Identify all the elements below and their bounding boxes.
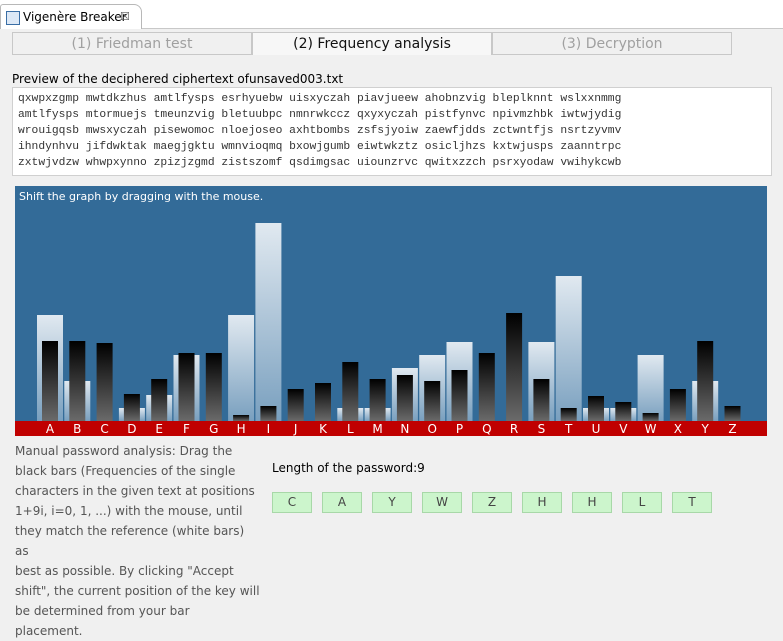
key-letter[interactable]: H xyxy=(522,492,562,513)
white-bar xyxy=(255,223,282,421)
ciphertext-preview: qxwpxzgmp mwtdkzhus amtlfysps esrhyuebw … xyxy=(12,87,772,176)
black-bar[interactable] xyxy=(615,402,632,421)
black-bar[interactable] xyxy=(478,353,495,421)
white-bar xyxy=(228,315,255,421)
x-tick-label: L xyxy=(347,422,354,436)
description-line: black bars (Frequencies of the single xyxy=(15,464,236,478)
black-bar[interactable] xyxy=(123,394,140,421)
x-tick-label: U xyxy=(592,422,601,436)
white-bar xyxy=(637,355,664,421)
x-tick-label: Y xyxy=(701,422,710,436)
description-line: be determined from your bar xyxy=(15,604,190,618)
x-tick-label: P xyxy=(456,422,463,436)
x-tick-label: T xyxy=(564,422,573,436)
tab[interactable]: (3) Decryption xyxy=(492,32,732,55)
description-line: they match the reference (white bars) as xyxy=(15,524,245,558)
black-bar[interactable] xyxy=(424,381,441,421)
key-letter[interactable]: A xyxy=(322,492,362,513)
x-tick-label: V xyxy=(619,422,628,436)
black-bar[interactable] xyxy=(42,341,58,421)
x-tick-label: M xyxy=(372,422,382,436)
black-bar[interactable] xyxy=(287,389,304,421)
x-tick-label: N xyxy=(400,422,409,436)
black-bar[interactable] xyxy=(342,362,359,421)
key-letter[interactable]: T xyxy=(672,492,712,513)
black-bar[interactable] xyxy=(205,353,222,421)
black-bar[interactable] xyxy=(151,379,168,421)
x-tick-label: I xyxy=(267,422,271,436)
preview-label: Preview of the deciphered ciphertext ofu… xyxy=(12,72,344,86)
x-tick-label: J xyxy=(293,422,298,436)
black-bar[interactable] xyxy=(642,413,659,421)
tab[interactable]: (1) Friedman test xyxy=(12,32,252,55)
description: Manual password analysis: Drag the black … xyxy=(15,441,260,641)
description-line: shift", the current position of the key … xyxy=(15,584,260,598)
cipher-line: zxtwjvdzw whwpxynno zpizjzgmd zistszomf … xyxy=(18,157,622,169)
editor-tab[interactable]: Vigenère Breaker ☒ xyxy=(0,4,142,29)
x-tick-label: E xyxy=(155,422,163,436)
letter-strip xyxy=(15,421,767,436)
description-line: characters in the given text at position… xyxy=(15,484,255,498)
key-letter[interactable]: C xyxy=(272,492,312,513)
x-tick-label: S xyxy=(538,422,546,436)
key-letter[interactable]: H xyxy=(572,492,612,513)
x-tick-label: B xyxy=(73,422,81,436)
x-tick-label: W xyxy=(645,422,657,436)
description-line: Manual password analysis: Drag the xyxy=(15,444,233,458)
key-letter[interactable]: L xyxy=(622,492,662,513)
x-tick-label: F xyxy=(183,422,190,436)
x-tick-label: Z xyxy=(728,422,736,436)
key-letter[interactable]: Y xyxy=(372,492,412,513)
key-letter[interactable]: W xyxy=(422,492,462,513)
black-bar[interactable] xyxy=(396,375,413,421)
x-tick-label: H xyxy=(237,422,246,436)
x-tick-label: D xyxy=(127,422,136,436)
black-bar[interactable] xyxy=(724,406,741,421)
black-bar[interactable] xyxy=(506,313,523,421)
tab-icon xyxy=(6,11,20,25)
x-tick-label: X xyxy=(674,422,682,436)
x-tick-label: A xyxy=(46,422,55,436)
description-line: placement. xyxy=(15,624,83,638)
black-bar[interactable] xyxy=(697,341,714,421)
black-bar[interactable] xyxy=(588,396,604,421)
black-bar[interactable] xyxy=(96,343,113,421)
frequency-chart[interactable]: Shift the graph by dragging with the mou… xyxy=(15,186,767,436)
close-button[interactable]: ☒ xyxy=(120,10,130,23)
cipher-line: wrouigqsb mwsxyczah pisewomoc nloejoseo … xyxy=(18,125,622,137)
x-tick-label: Q xyxy=(482,422,491,436)
black-bar[interactable] xyxy=(451,370,468,421)
black-bar[interactable] xyxy=(369,379,386,421)
editor-tab-bar: Vigenère Breaker ☒ xyxy=(0,0,783,29)
cipher-line: ihndynhvu jifdwktak maegjgktu wmnvioqmq … xyxy=(18,141,622,153)
tab[interactable]: (2) Frequency analysis xyxy=(252,32,492,55)
tab-title: Vigenère Breaker xyxy=(23,10,127,24)
x-tick-label: G xyxy=(209,422,218,436)
x-tick-label: K xyxy=(319,422,328,436)
key-letter[interactable]: Z xyxy=(472,492,512,513)
cipher-line: amtlfysps mtormuejs tmeunzvig bletuubpc … xyxy=(18,109,622,121)
black-bar[interactable] xyxy=(178,353,195,421)
black-bar[interactable] xyxy=(533,379,550,421)
white-bar xyxy=(555,276,582,421)
black-bar[interactable] xyxy=(69,341,86,421)
black-bar[interactable] xyxy=(560,408,577,421)
description-line: best as possible. By clicking "Accept xyxy=(15,564,234,578)
password-length: Length of the password:9 xyxy=(272,461,425,475)
black-bar[interactable] xyxy=(669,389,686,421)
black-bar[interactable] xyxy=(260,406,277,421)
x-tick-label: C xyxy=(100,422,108,436)
x-tick-label: O xyxy=(427,422,436,436)
cipher-line: qxwpxzgmp mwtdkzhus amtlfysps esrhyuebw … xyxy=(18,93,622,105)
description-line: 1+9i, i=0, 1, ...) with the mouse, until xyxy=(15,504,243,518)
x-tick-label: R xyxy=(510,422,518,436)
black-bar[interactable] xyxy=(315,383,331,421)
black-bar[interactable] xyxy=(233,415,250,421)
chart-hint: Shift the graph by dragging with the mou… xyxy=(19,190,263,203)
